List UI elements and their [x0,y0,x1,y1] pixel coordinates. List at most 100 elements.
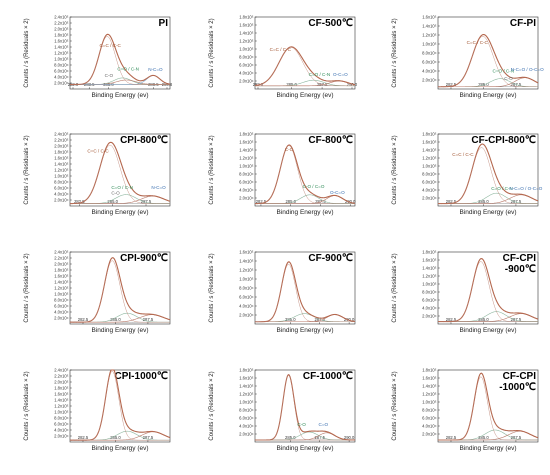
y-tick-label: 1.4x10⁵ [239,258,254,263]
x-axis-label: Binding Energy (ev) [276,327,333,334]
y-axis-label: Counts / s (Residuals × 2) [209,253,215,322]
main-component-peak [254,145,355,204]
y-tick-label: 1.2x10⁵ [422,273,437,278]
y-tick-label: 8.0x10⁴ [422,171,437,176]
y-tick-label: 1.0x10⁵ [422,41,437,46]
x-tick-label: 282.5 [74,199,85,204]
xps-panel-6: 2.0x10⁴ 4.0x10⁴ 6.0x10⁴ 8.0x10⁴ 1.0x10⁵ 1.2x1… [392,131,543,216]
plot-frame [254,369,356,443]
y-tick-label: 1.4x10⁵ [54,279,69,284]
panel-title: CF-800℃ [308,135,353,146]
x-tick-label: 287.5 [511,317,522,322]
envelope-fit [70,33,171,86]
y-tick-label: 1.8x10⁵ [239,14,254,19]
y-tick-label: 2.0x10⁴ [239,195,254,200]
y-tick-label: 1.2x10⁵ [54,403,69,408]
y-tick-label: 1.8x10⁵ [54,385,69,390]
y-tick-label: 2.0x10⁴ [422,431,437,436]
y-tick-label: 2.0x10⁴ [54,315,69,320]
xps-panel-8: 2.0x10⁴ 4.0x10⁴ 6.0x10⁴ 8.0x10⁴ 1.0x10⁵ 1.2x1… [209,249,356,334]
peak-annotation: N-C=O [151,185,166,190]
y-axis-label: Counts / s (Residuals × 2) [209,135,215,204]
xps-panel-12: 2.0x10⁴ 4.0x10⁴ 6.0x10⁴ 8.0x10⁴ 1.0x10⁵ 1.2x1… [392,367,539,452]
raw-data-line [69,257,171,323]
y-axis-label: Counts / s (Residuals × 2) [392,253,398,322]
panel-title: CF-500℃ [308,18,353,29]
y-tick-label: 1.0x10⁵ [422,399,437,404]
y-tick-label: 6.0x10⁴ [54,303,69,308]
y-tick-label: 2.0x10⁴ [239,312,254,317]
y-tick-label: 6.0x10⁴ [54,68,69,73]
envelope-fit [255,374,356,441]
peak-annotation: N-C=O / O-C=O [509,186,542,191]
y-tick-label: 2.0x10⁴ [422,313,437,318]
y-tick-label: 1.0x10⁵ [422,281,437,286]
peak-annotation: C=O / C-N [493,68,515,73]
y-tick-label: 1.6x10⁵ [54,155,69,160]
envelope-fit [70,257,171,323]
y-tick-label: 2.2x10⁵ [54,137,69,142]
peak-annotation: C=O / C-N [117,66,139,71]
y-tick-label: 8.0x10⁴ [239,171,254,176]
y-tick-label: 1.6x10⁵ [239,249,254,254]
peak-annotation: C=O / C-N [491,186,513,191]
y-tick-label: 2.0x10⁴ [54,433,69,438]
peak-annotation: C=C / C-C [99,43,121,48]
x-axis-label: Binding Energy (ev) [91,209,148,216]
y-tick-label: 1.2x10⁵ [239,38,254,43]
panel-title: CF-900℃ [308,253,353,264]
main-component-peak [438,376,538,441]
x-tick-label: 290.0 [344,317,355,322]
y-tick-label: 1.6x10⁵ [422,257,437,262]
x-tick-label: 287.5 [141,199,152,204]
main-component-peak [254,47,355,87]
peak-annotation: C=C / C-C [87,149,109,154]
y-tick-label: 1.4x10⁵ [422,265,437,270]
x-tick-label: 282.5 [446,82,457,87]
peak-annotation: C=C / C-C [467,40,489,45]
y-tick-label: 2.4x10⁵ [54,367,69,372]
y-tick-label: 2.2x10⁵ [54,255,69,260]
y-tick-label: 1.6x10⁵ [54,38,69,43]
y-tick-label: 6.0x10⁴ [54,185,69,190]
x-tick-label: 287.5 [143,317,154,322]
y-tick-label: 4.0x10⁴ [54,427,69,432]
raw-data-line [69,142,171,205]
y-tick-label: 4.0x10⁴ [239,70,254,75]
xps-panel-2: 2.0x10⁴ 4.0x10⁴ 6.0x10⁴ 8.0x10⁴ 1.0x10⁵ 1.2x1… [209,14,358,99]
component-peak [255,431,355,441]
y-tick-label: 1.4x10⁵ [239,383,254,388]
y-tick-label: 1.4x10⁵ [422,23,437,28]
x-tick-label: 285.0 [110,317,121,322]
peak-annotation: C-O [105,73,114,78]
component-peak [438,77,539,88]
main-component-peak [255,263,355,322]
y-tick-label: 2.0x10⁴ [422,195,437,200]
plot-frame [254,133,356,207]
main-component-peak [70,260,170,323]
y-tick-label: 1.0x10⁵ [239,399,254,404]
panel-title: CF-CPI-800℃ [471,135,536,146]
plot-frame [437,369,539,443]
xps-panel-9: 2.0x10⁴ 4.0x10⁴ 6.0x10⁴ 8.0x10⁴ 1.0x10⁵ 1.2x1… [392,249,539,334]
y-tick-label: 1.6x10⁵ [239,22,254,27]
y-axis-label: Counts / s (Residuals × 2) [392,18,398,87]
x-axis-label: Binding Energy (ev) [459,445,516,452]
peak-annotation: N-C=O / O-C=O [511,67,544,72]
y-axis-label: Counts / s (Residuals × 2) [209,371,215,440]
x-axis-label: Binding Energy (ev) [91,445,148,452]
xps-panel-11: 2.0x10⁴ 4.0x10⁴ 6.0x10⁴ 8.0x10⁴ 1.0x10⁵ 1.2x1… [209,367,356,452]
y-axis-label: Counts / s (Residuals × 2) [24,135,30,204]
xps-panel-1: 2.0x10⁴4.0x10⁴6.0x10⁴8.0x10⁴1.0x10⁵1.2x1… [24,14,173,99]
y-tick-label: 2.0x10⁴ [54,80,69,85]
x-axis-label: Binding Energy (ev) [276,209,333,216]
y-axis-label: Counts / s (Residuals × 2) [392,135,398,204]
x-axis-label: Binding Energy (ev) [91,92,148,99]
y-tick-label: 1.2x10⁵ [422,391,437,396]
y-tick-label: 4.0x10⁴ [54,309,69,314]
y-axis-label: Counts / s (Residuals × 2) [24,253,30,322]
y-tick-label: 1.2x10⁵ [54,50,69,55]
y-tick-label: 6.0x10⁴ [422,297,437,302]
y-tick-label: 8.0x10⁴ [54,415,69,420]
